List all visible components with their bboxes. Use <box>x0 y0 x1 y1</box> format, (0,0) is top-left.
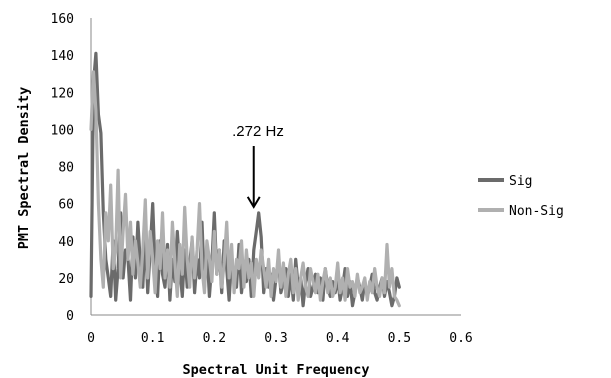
series-line-non-sig <box>89 70 401 308</box>
x-tick-label: 0.3 <box>264 331 287 346</box>
legend-item-non-sig: Non-Sig <box>478 204 564 219</box>
plot-area: 0 20 40 60 80 100 120 140 160 0 0.1 0.2 0.3 0.4 0.5 0.… <box>51 12 473 346</box>
y-tick-labels: 0 20 40 60 80 100 120 140 160 <box>51 12 74 324</box>
x-tick-label: 0.6 <box>449 331 472 346</box>
y-axis-title: PMT Spectral Density <box>16 87 32 250</box>
x-tick-label: 0.5 <box>388 331 411 346</box>
x-axis-title: Spectral Unit Frequency <box>183 362 370 378</box>
annotation-label: .272 Hz <box>232 123 284 140</box>
y-tick-label: 120 <box>51 86 74 101</box>
annotation: .272 Hz <box>232 123 284 209</box>
y-tick-label: 80 <box>58 161 74 176</box>
legend-label-non-sig: Non-Sig <box>509 204 564 219</box>
y-tick-label: 0 <box>66 309 74 324</box>
annotation-arrow <box>246 146 261 209</box>
x-tick-label: 0 <box>87 331 95 346</box>
y-tick-label: 100 <box>51 123 74 138</box>
x-tick-labels: 0 0.1 0.2 0.3 0.4 0.5 0.6 <box>87 331 473 346</box>
x-tick-label: 0.4 <box>326 331 350 346</box>
legend: Sig Non-Sig <box>478 174 564 219</box>
y-tick-label: 40 <box>58 235 74 250</box>
x-tick-label: 0.1 <box>141 331 164 346</box>
y-tick-label: 160 <box>51 12 74 27</box>
x-tick-label: 0.2 <box>203 331 226 346</box>
y-tick-label: 20 <box>58 272 74 287</box>
annotation-arrow-head <box>246 196 261 209</box>
legend-label-sig: Sig <box>509 174 532 189</box>
series-layer <box>89 51 401 308</box>
y-tick-label: 140 <box>51 49 74 64</box>
legend-item-sig: Sig <box>478 174 532 189</box>
y-tick-label: 60 <box>58 198 74 213</box>
